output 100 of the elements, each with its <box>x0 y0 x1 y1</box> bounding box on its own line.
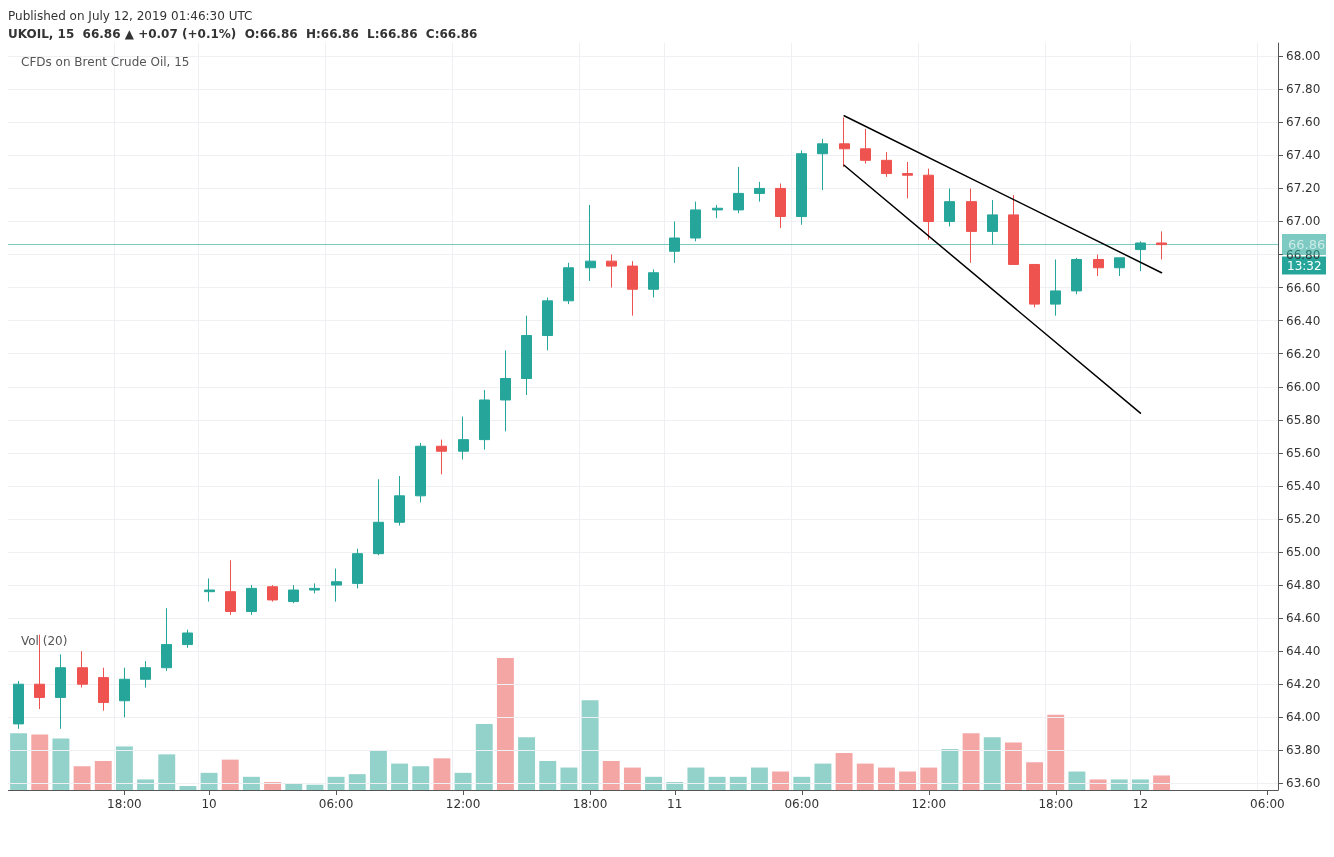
bar <box>1004 742 1022 790</box>
y-tick-label: 65.60 <box>1286 445 1321 460</box>
bar <box>1068 771 1086 790</box>
bar <box>31 734 49 790</box>
text: CFDs on Brent Crude Oil, 15 <box>21 55 190 69</box>
candlestick <box>1114 257 1125 277</box>
bar <box>327 776 345 790</box>
bar <box>1153 775 1171 790</box>
bar <box>877 767 895 790</box>
bar <box>179 786 197 790</box>
x-tick-label: 18:00 <box>107 797 142 811</box>
bar <box>814 763 832 790</box>
candlestick <box>98 667 109 712</box>
candlestick <box>902 161 913 199</box>
bar <box>496 658 514 790</box>
candlestick <box>458 416 469 460</box>
candlestick <box>966 187 977 264</box>
x-tick-label: 18:00 <box>1038 797 1074 811</box>
candlestick <box>267 584 278 603</box>
candlestick <box>712 204 723 219</box>
candlestick <box>839 116 850 168</box>
candlestick <box>55 653 66 730</box>
candlestick <box>119 667 130 718</box>
x-tick-label: 12 <box>1132 797 1149 811</box>
y-tick-label: 65.40 <box>1286 478 1321 493</box>
candlestick <box>1135 240 1146 272</box>
bar <box>539 760 557 790</box>
bar <box>158 754 176 790</box>
bar <box>899 771 917 790</box>
bar <box>137 779 155 790</box>
bar <box>200 772 218 790</box>
bar <box>433 758 451 790</box>
candlestick <box>944 187 955 227</box>
y-tick-label: 67.40 <box>1286 148 1321 163</box>
candlestick <box>309 582 320 594</box>
text: UKOIL, 15 66.86 ▲ +0.07 (+0.1%) O:66.86 H:66.86 L:66.86 C:66.86 <box>8 27 478 41</box>
y-tick-label: 64.20 <box>1286 677 1321 692</box>
candlestick <box>1156 230 1167 260</box>
candlestick <box>733 166 744 214</box>
candlestick <box>521 315 532 396</box>
y-tick-label: 67.80 <box>1286 82 1321 97</box>
bar <box>518 737 536 790</box>
y-tick-label: 64.40 <box>1286 644 1321 659</box>
candlestick <box>77 650 88 689</box>
y-tick-label: 68.00 <box>1286 49 1321 64</box>
bar <box>708 776 726 790</box>
candlestick <box>500 349 511 432</box>
y-tick-label: 65.20 <box>1286 511 1321 526</box>
candlestick <box>648 268 659 299</box>
bar <box>581 700 599 790</box>
bar <box>10 733 28 790</box>
bar <box>772 771 790 790</box>
bar <box>793 776 811 790</box>
candlestick <box>923 168 934 241</box>
y-tick-label: 66.20 <box>1286 346 1321 361</box>
bar <box>856 763 874 790</box>
y-tick-label: 66.00 <box>1286 379 1321 394</box>
x-tick-label: 18:00 <box>572 797 608 811</box>
candlestick <box>1050 259 1061 317</box>
bar <box>115 746 133 790</box>
candlestick <box>246 584 257 616</box>
candlestick <box>479 389 490 451</box>
candlestick <box>669 220 680 264</box>
candlestick <box>436 439 447 475</box>
bar <box>750 767 768 790</box>
bar <box>391 763 409 790</box>
bar <box>1026 762 1044 790</box>
x-tick-label: 06:00 <box>784 797 820 811</box>
text: Published on July 12, 2019 01:46:30 UTC <box>8 9 253 23</box>
y-tick-label: 63.60 <box>1286 776 1321 791</box>
candlestick <box>204 577 215 603</box>
bar <box>475 724 493 790</box>
bar <box>645 776 663 790</box>
x-tick-label: 12:00 <box>445 797 481 811</box>
bar <box>1131 779 1149 790</box>
x-tick-label: 12:00 <box>911 797 947 811</box>
bar <box>1110 779 1128 790</box>
bar <box>687 767 705 790</box>
candlestick <box>563 262 574 305</box>
candlestick <box>690 201 701 242</box>
y-tick-label: 65.00 <box>1286 545 1321 560</box>
candlestick <box>182 629 193 649</box>
candlestick <box>161 607 172 672</box>
bar <box>412 766 430 790</box>
candlestick <box>627 260 638 317</box>
bar <box>242 776 260 790</box>
candlestick <box>331 568 342 603</box>
x-tick-label: 11 <box>667 797 683 811</box>
bar <box>94 760 112 790</box>
candlestick <box>585 204 596 282</box>
candlestick <box>775 182 786 229</box>
candlestick <box>796 149 807 226</box>
y-tick-label: 67.60 <box>1286 115 1321 130</box>
candlestick <box>373 478 384 556</box>
bar <box>941 749 959 790</box>
candlestick <box>860 128 871 165</box>
y-tick-label: 65.80 <box>1286 412 1321 427</box>
candlestick <box>1093 254 1104 277</box>
y-tick-label: 66.40 <box>1286 313 1321 328</box>
candlestick <box>881 151 892 178</box>
